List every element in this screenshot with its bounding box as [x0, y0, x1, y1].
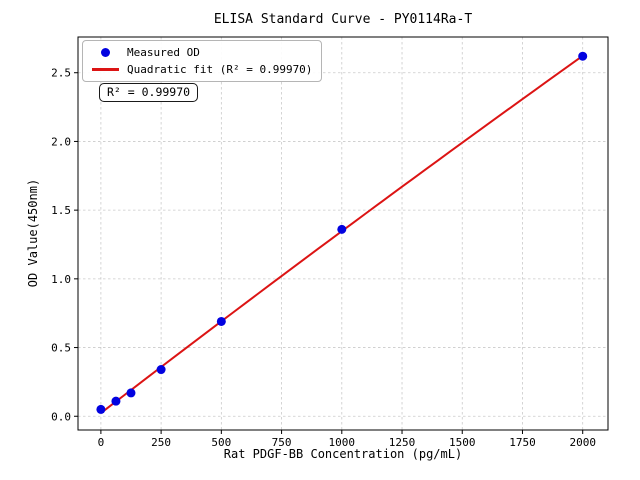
x-tick-label: 1250: [389, 436, 416, 449]
data-point: [126, 388, 136, 398]
legend-item-measured-od: Measured OD: [90, 46, 312, 59]
x-axis-label: Rat PDGF-BB Concentration (pg/mL): [223, 447, 463, 461]
data-point: [156, 365, 166, 375]
x-tick-label: 250: [151, 436, 171, 449]
data-point: [96, 404, 106, 414]
x-tick-label: 750: [272, 436, 292, 449]
legend-label-quadratic-fit: Quadratic fit (R² = 0.99970): [127, 63, 313, 76]
legend: Measured OD Quadratic fit (R² = 0.99970): [82, 40, 323, 82]
data-point: [337, 224, 347, 234]
x-tick-label: 1750: [509, 436, 536, 449]
legend-item-quadratic-fit: Quadratic fit (R² = 0.99970): [90, 63, 312, 76]
data-point: [578, 51, 588, 61]
x-tick-label: 1500: [449, 436, 476, 449]
y-tick-label: 2.5: [51, 67, 71, 80]
fit-line-icon: [91, 68, 119, 71]
r-squared-annotation: R² = 0.99970: [99, 83, 199, 102]
x-tick-label: 0: [98, 436, 105, 449]
plot-border: [77, 36, 609, 431]
y-axis-label: OD Value(450nm): [26, 178, 40, 288]
legend-marker-slot: [90, 48, 120, 57]
chart-title: ELISA Standard Curve - PY0114Ra-T: [213, 12, 473, 27]
scatter-dot-icon: [100, 48, 110, 57]
x-tick-label: 500: [211, 436, 231, 449]
y-tick-label: 1.0: [51, 273, 71, 286]
legend-marker-slot: [90, 68, 120, 71]
x-tick-label: 1000: [329, 436, 356, 449]
data-point: [216, 316, 226, 326]
y-tick-label: 0.5: [51, 342, 71, 355]
y-tick-label: 2.0: [51, 135, 71, 148]
y-tick-label: 1.5: [51, 204, 71, 217]
legend-label-measured-od: Measured OD: [127, 46, 200, 59]
x-tick-label: 2000: [569, 436, 596, 449]
data-point: [111, 396, 121, 406]
y-tick-label: 0.0: [51, 410, 71, 423]
